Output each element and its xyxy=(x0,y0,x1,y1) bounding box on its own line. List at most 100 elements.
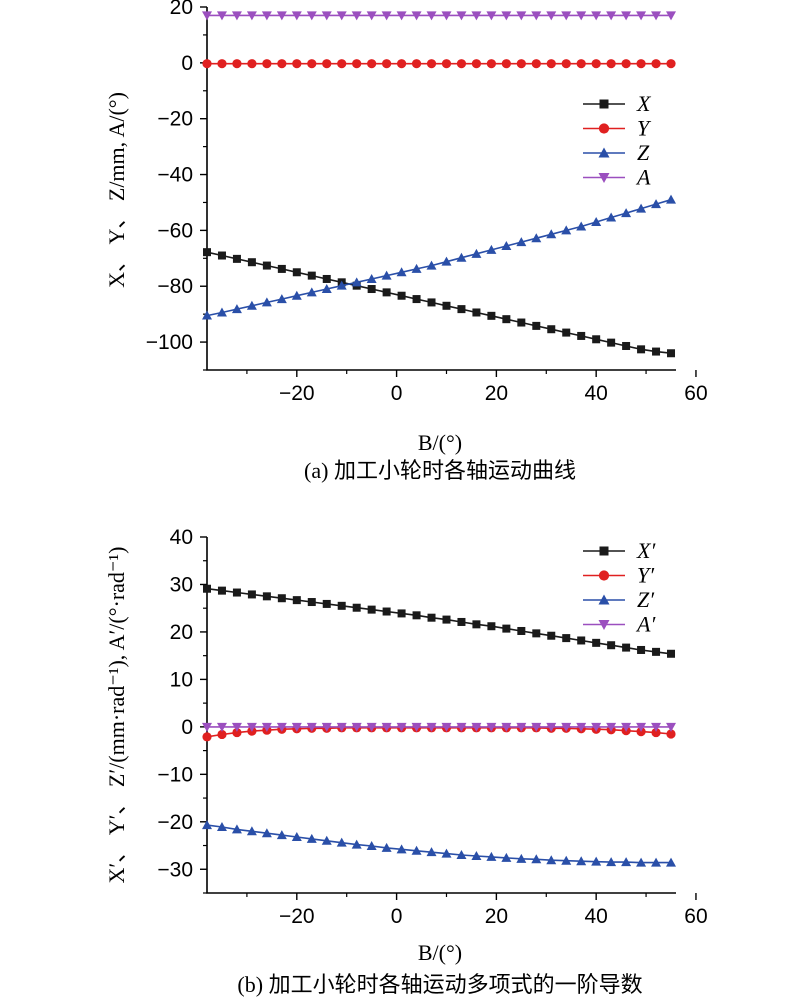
data-point-series-0 xyxy=(412,611,421,620)
data-point-series-3 xyxy=(261,722,272,732)
y-tick-label: −80 xyxy=(157,275,193,298)
data-point-series-2 xyxy=(621,857,632,867)
data-point-series-0 xyxy=(487,622,496,631)
data-point-series-0 xyxy=(532,321,541,330)
y-tick-label: 30 xyxy=(170,573,193,596)
data-point-series-3 xyxy=(306,11,317,21)
data-point-series-1 xyxy=(531,59,541,69)
data-point-series-3 xyxy=(531,11,542,21)
data-point-series-0 xyxy=(517,318,526,327)
x-axis-label-b: B/(°) xyxy=(418,940,462,965)
data-point-series-1 xyxy=(382,59,392,69)
data-point-series-1 xyxy=(232,727,242,738)
data-point-series-1 xyxy=(666,729,676,739)
y-axis-label-a: X、 Y、 Z/mm, A/(°) xyxy=(104,92,129,288)
data-point-series-0 xyxy=(292,268,301,277)
data-point-series-2 xyxy=(231,824,242,834)
data-point-series-2 xyxy=(261,828,272,838)
data-point-series-3 xyxy=(202,722,212,732)
data-point-series-3 xyxy=(366,11,377,21)
data-point-series-3 xyxy=(456,11,467,21)
y-tick-label: −20 xyxy=(157,108,193,131)
legend-label: Y′ xyxy=(637,563,655,588)
data-point-series-0 xyxy=(427,613,436,622)
x-tick-label: 0 xyxy=(391,382,403,405)
data-point-series-3 xyxy=(576,722,587,732)
data-point-series-1 xyxy=(292,59,302,69)
data-point-series-0 xyxy=(307,598,316,607)
data-point-series-0 xyxy=(532,629,541,638)
data-point-series-3 xyxy=(651,722,662,732)
data-point-series-3 xyxy=(231,11,242,21)
data-point-series-0 xyxy=(322,274,331,283)
data-point-series-0 xyxy=(667,649,676,658)
data-point-series-0 xyxy=(442,615,451,624)
data-point-series-3 xyxy=(336,722,347,732)
data-point-series-2 xyxy=(216,307,227,317)
y-tick-label: 10 xyxy=(170,668,193,691)
data-point-series-3 xyxy=(441,11,452,21)
y-tick-label: 0 xyxy=(181,52,193,75)
data-point-series-3 xyxy=(531,722,542,732)
data-point-series-0 xyxy=(247,258,256,267)
x-tick-label: −20 xyxy=(279,905,315,928)
data-point-series-1 xyxy=(456,59,467,69)
data-point-series-3 xyxy=(321,722,332,732)
data-point-series-2 xyxy=(666,194,677,204)
y-tick-label: −100 xyxy=(146,331,193,354)
legend-marker xyxy=(598,147,610,158)
data-point-series-2 xyxy=(246,300,257,310)
legend-label: X xyxy=(636,91,652,116)
data-point-series-2 xyxy=(246,826,257,836)
x-tick-label: 20 xyxy=(485,905,508,928)
data-point-series-1 xyxy=(322,59,332,69)
axes-frame xyxy=(206,7,676,371)
data-point-series-3 xyxy=(666,11,677,21)
data-point-series-0 xyxy=(637,645,646,654)
data-point-series-0 xyxy=(397,291,406,300)
data-point-series-2 xyxy=(202,820,212,830)
data-point-series-3 xyxy=(501,722,512,732)
data-point-series-2 xyxy=(336,837,347,847)
data-point-series-1 xyxy=(561,59,571,69)
data-point-series-2 xyxy=(561,855,572,865)
data-point-series-3 xyxy=(666,722,677,732)
data-point-series-2 xyxy=(321,835,332,845)
data-point-series-2 xyxy=(202,310,212,320)
data-point-series-1 xyxy=(651,59,661,69)
data-point-series-0 xyxy=(592,335,601,344)
data-point-series-2 xyxy=(651,199,662,209)
data-point-series-3 xyxy=(546,722,557,732)
data-point-series-1 xyxy=(651,727,661,738)
data-point-series-3 xyxy=(561,11,572,21)
series-line-1 xyxy=(206,726,672,738)
data-point-series-1 xyxy=(501,59,511,69)
data-point-series-3 xyxy=(381,722,392,732)
data-point-series-1 xyxy=(262,59,272,69)
data-point-series-0 xyxy=(232,254,241,263)
legend-marker xyxy=(599,546,609,556)
data-point-series-2 xyxy=(456,252,467,262)
data-point-series-3 xyxy=(516,11,527,21)
y-tick-label: −60 xyxy=(157,219,193,242)
data-point-series-0 xyxy=(667,349,676,358)
x-tick-label: 60 xyxy=(684,905,707,928)
data-point-series-1 xyxy=(217,729,227,740)
data-point-series-0 xyxy=(217,586,226,595)
x-axis-label-a: B/(°) xyxy=(418,430,462,455)
data-point-series-1 xyxy=(247,59,257,69)
data-point-series-0 xyxy=(397,609,406,618)
data-point-series-1 xyxy=(307,59,317,69)
data-point-series-3 xyxy=(471,722,482,732)
data-point-series-2 xyxy=(261,297,272,307)
data-point-series-2 xyxy=(321,284,332,294)
y-tick-label: 20 xyxy=(170,0,193,19)
data-point-series-0 xyxy=(382,607,391,616)
data-point-series-3 xyxy=(561,722,572,732)
y-tick-label: 40 xyxy=(170,526,193,549)
data-point-series-2 xyxy=(636,203,647,213)
data-point-series-1 xyxy=(202,59,212,69)
data-point-series-0 xyxy=(562,328,571,337)
data-point-series-3 xyxy=(591,722,602,732)
data-point-series-0 xyxy=(427,298,436,307)
